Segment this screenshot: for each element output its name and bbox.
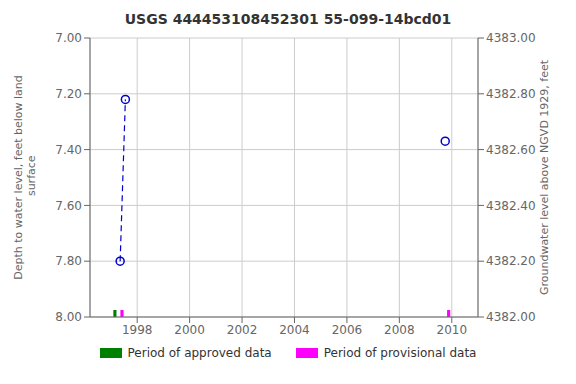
svg-text:2010: 2010 xyxy=(437,323,468,337)
svg-text:Depth to water level, feet bel: Depth to water level, feet below land su… xyxy=(12,75,38,280)
svg-text:Groundwater level above NGVD 1: Groundwater level above NGVD 1929, feet xyxy=(538,59,551,295)
svg-text:7.60: 7.60 xyxy=(55,199,82,213)
html-text:Period of provisional data: Period of provisional data xyxy=(323,346,477,360)
html-text:Period of approved data: Period of approved data xyxy=(127,346,272,360)
svg-text:2008: 2008 xyxy=(384,323,415,337)
svg-text:4382.80: 4382.80 xyxy=(486,87,536,101)
svg-text:4382.40: 4382.40 xyxy=(486,199,536,213)
svg-text:2002: 2002 xyxy=(227,323,258,337)
svg-text:1998: 1998 xyxy=(122,323,153,337)
svg-text:7.20: 7.20 xyxy=(55,87,82,101)
svg-text:4382.60: 4382.60 xyxy=(486,143,536,157)
svg-text:4382.00: 4382.00 xyxy=(486,310,536,324)
svg-text:2004: 2004 xyxy=(279,323,310,337)
svg-text:2006: 2006 xyxy=(332,323,363,337)
svg-text:7.00: 7.00 xyxy=(55,31,82,45)
svg-text:7.40: 7.40 xyxy=(55,143,82,157)
svg-text:8.00: 8.00 xyxy=(55,310,82,324)
html-text:USGS 444453108452301 55-099-14: USGS 444453108452301 55-099-14bcd01 xyxy=(124,11,452,27)
svg-text:4383.00: 4383.00 xyxy=(486,31,536,45)
svg-text:7.80: 7.80 xyxy=(55,254,82,268)
svg-text:4382.20: 4382.20 xyxy=(486,254,536,268)
svg-text:2000: 2000 xyxy=(174,323,205,337)
